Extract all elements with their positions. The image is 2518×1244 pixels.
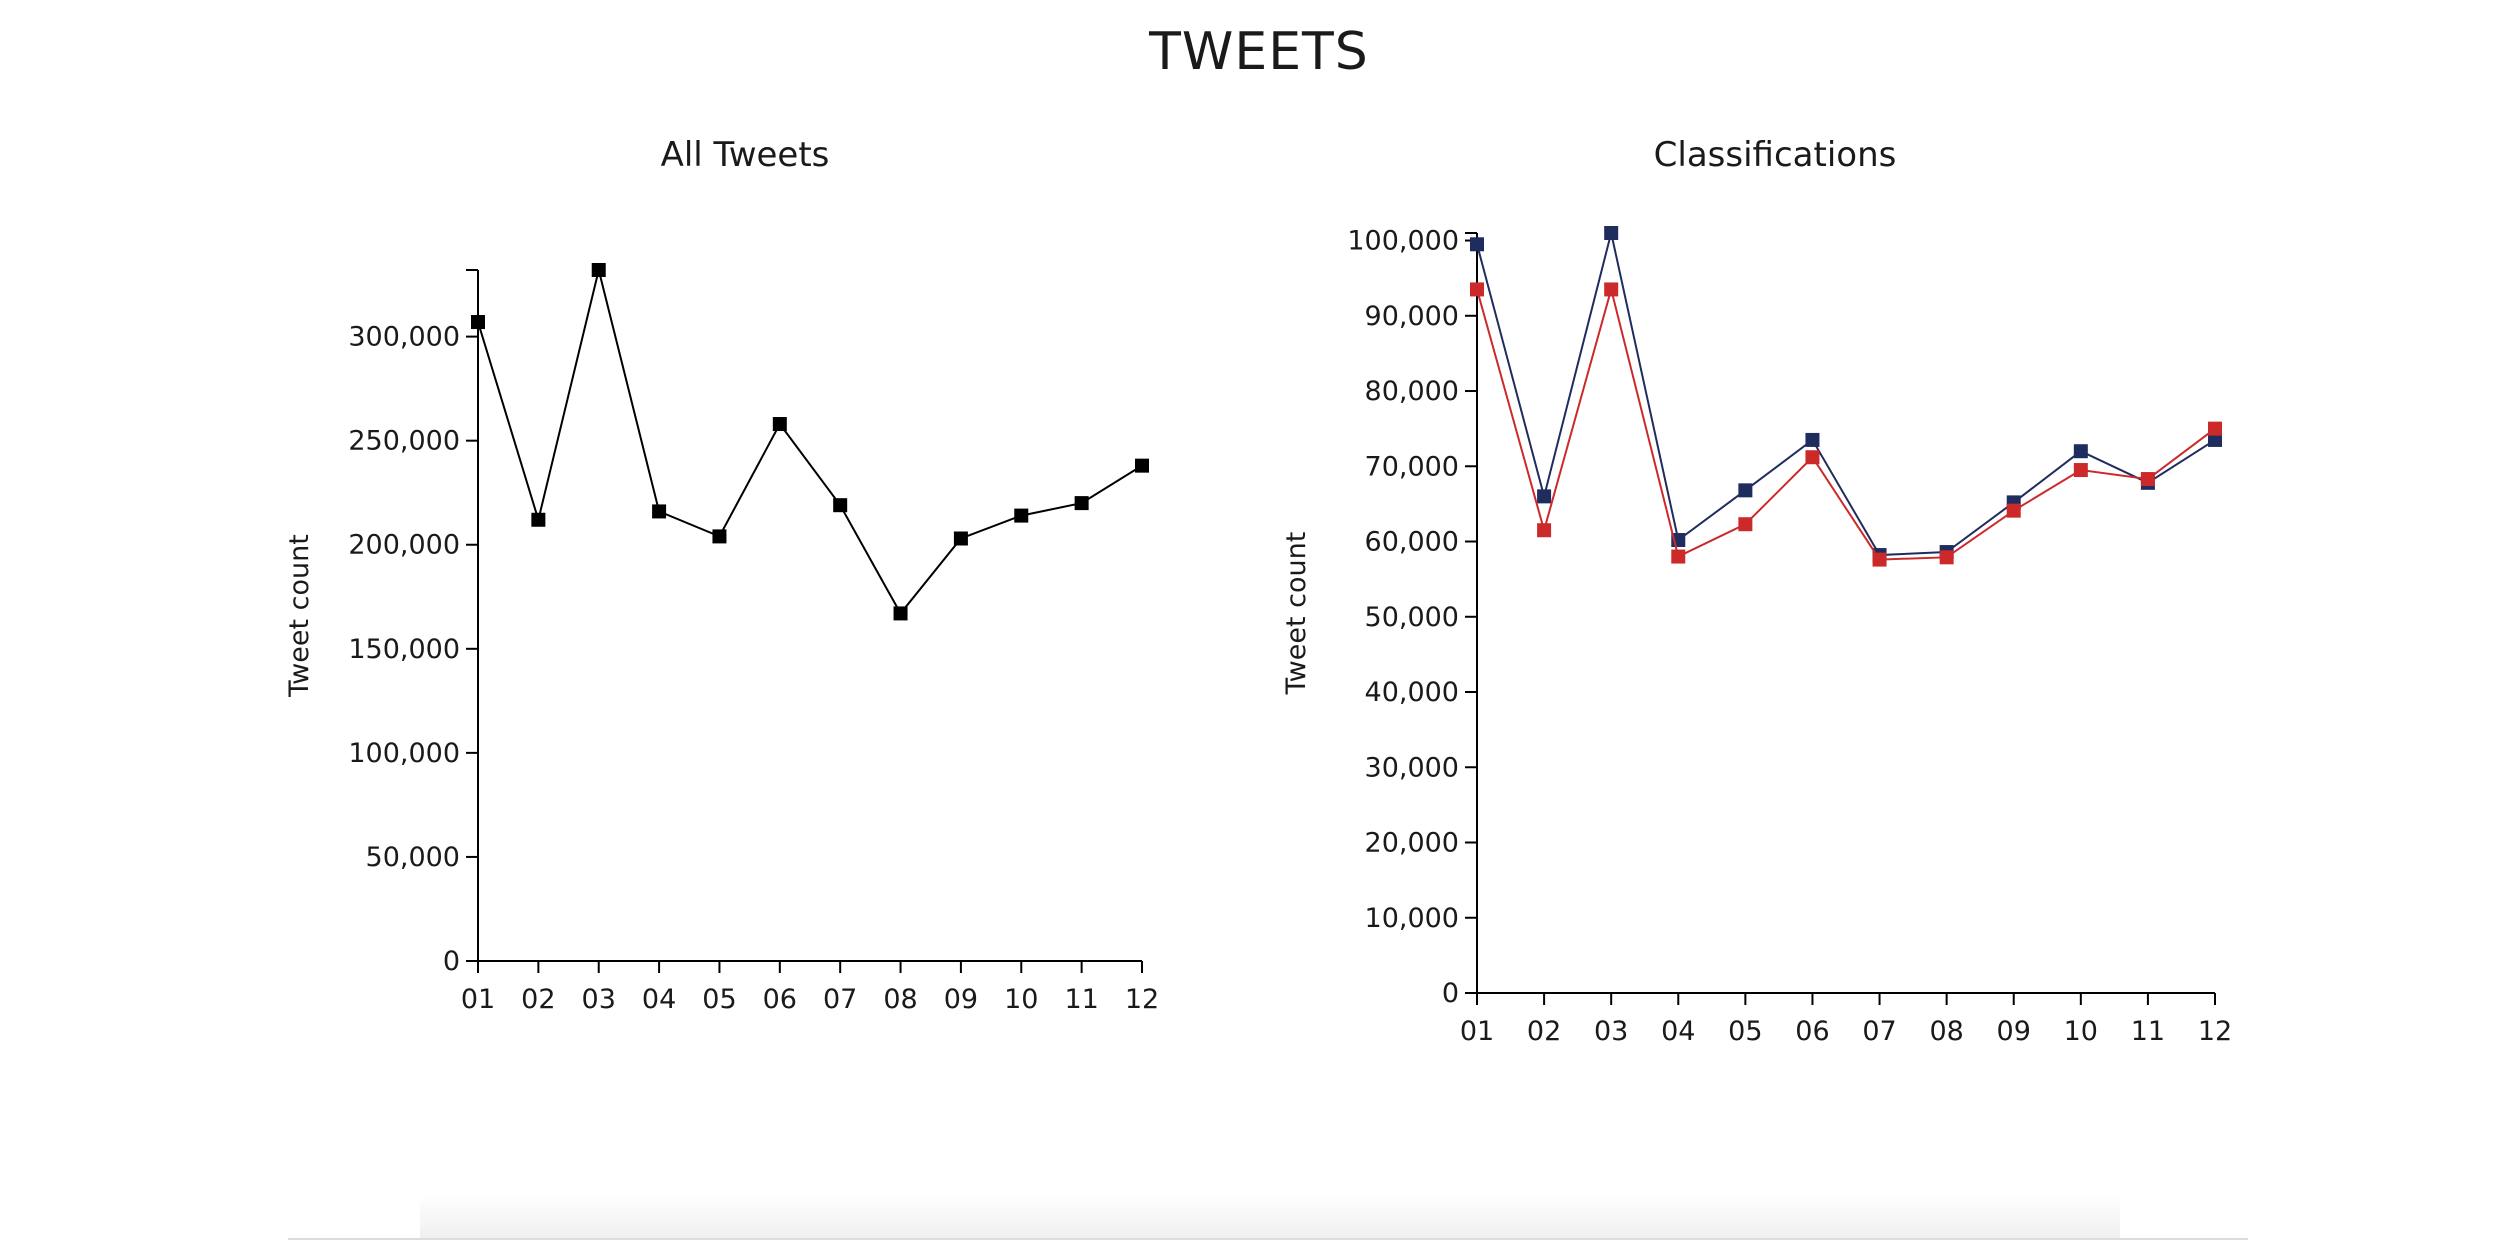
- all-tweets-series-0-point: [953, 531, 968, 546]
- classifications-series-1-point: [2006, 503, 2021, 518]
- all-tweets-x-tick-label: 01: [461, 984, 495, 1015]
- classifications-series-0-line: [1476, 232, 2216, 557]
- all-tweets-x-tick-label: 04: [642, 984, 676, 1015]
- all-tweets-x-tick-label: 11: [1064, 984, 1098, 1015]
- all-tweets-y-tick-label: 50,000: [366, 842, 460, 873]
- all-tweets-x-tick-label: 12: [1125, 984, 1159, 1015]
- classifications-series-1-point: [2208, 421, 2222, 436]
- classifications-x-tick-label: 03: [1594, 1016, 1628, 1047]
- all-tweets-series-0-point: [893, 606, 908, 621]
- classifications-y-axis-label: Tweet count: [1281, 532, 1312, 696]
- all-tweets-x-tick-label: 06: [763, 984, 797, 1015]
- classifications-y-tick-label: 70,000: [1365, 451, 1459, 482]
- classifications-series-1-point: [1470, 282, 1484, 297]
- all-tweets-series-0-line: [477, 269, 1143, 616]
- all-tweets-series-0-point: [1074, 496, 1089, 511]
- classifications-series-1-point: [1671, 549, 1686, 564]
- classifications-y-tick-label: 80,000: [1365, 376, 1459, 407]
- all-tweets-series-0-point: [531, 512, 546, 527]
- classifications-x-tick-label: 04: [1661, 1016, 1695, 1047]
- footer-divider: [288, 1238, 2248, 1240]
- all-tweets-series-0-point: [712, 529, 727, 544]
- classifications-x-tick-label: 07: [1862, 1016, 1896, 1047]
- all-tweets-y-tick-label: 0: [443, 946, 460, 977]
- classifications-series-1-point: [1872, 552, 1887, 567]
- classifications-x-tick-label: 10: [2064, 1016, 2098, 1047]
- all-tweets-x-tick-label: 05: [702, 984, 736, 1015]
- classifications-x-tick-label: 01: [1460, 1016, 1494, 1047]
- all-tweets-series-0-point: [772, 417, 787, 432]
- classifications-series-0-point: [1738, 483, 1753, 498]
- all-tweets-y-tick-label: 300,000: [348, 322, 460, 353]
- all-tweets-y-tick-label: 100,000: [348, 738, 460, 769]
- all-tweets-series-0-point: [591, 263, 606, 277]
- classifications-series-0-point: [1604, 226, 1619, 240]
- classifications-y-tick-label: 50,000: [1365, 602, 1459, 633]
- classifications-series-0-point: [2208, 432, 2222, 447]
- classifications-series-1-point: [1738, 517, 1753, 532]
- classifications-x-tick-label: 11: [2131, 1016, 2165, 1047]
- all-tweets-x-tick-label: 02: [521, 984, 555, 1015]
- classifications-x-tick-label: 12: [2198, 1016, 2232, 1047]
- classifications-series-1-point: [1805, 450, 1820, 465]
- all-tweets-series-0-point: [1135, 458, 1149, 473]
- classifications-series-0-point: [1805, 432, 1820, 447]
- classifications-series-1-point: [1604, 282, 1619, 297]
- classifications-x-tick-label: 02: [1527, 1016, 1561, 1047]
- chart-title-all-tweets: All Tweets: [660, 135, 830, 175]
- all-tweets-series-0-point: [652, 504, 667, 519]
- chart-title-classifications: Classifications: [1653, 135, 1897, 175]
- all-tweets-series-0-point: [833, 498, 848, 513]
- classifications-series-1-point: [1537, 523, 1552, 538]
- classifications-y-tick-label: 100,000: [1347, 226, 1459, 257]
- all-tweets-y-tick-label: 200,000: [348, 530, 460, 561]
- classifications-x-tick-label: 08: [1929, 1016, 1963, 1047]
- classifications-series-1-point: [2140, 472, 2155, 487]
- classifications-series-0-point: [2073, 444, 2088, 459]
- classifications-y-tick-label: 30,000: [1365, 752, 1459, 783]
- classifications-y-tick-label: 40,000: [1365, 677, 1459, 708]
- all-tweets-y-axis-label: Tweet count: [284, 534, 315, 698]
- all-tweets-x-tick-label: 07: [823, 984, 857, 1015]
- footer-shadow: [420, 1195, 2120, 1238]
- page-title: TWEETS: [1149, 22, 1369, 82]
- classifications-series-1-point: [1939, 550, 1954, 565]
- all-tweets-series-0-point: [471, 315, 485, 330]
- all-tweets-y-tick-label: 250,000: [348, 426, 460, 457]
- classifications-x-tick-label: 06: [1795, 1016, 1829, 1047]
- all-tweets-series-0-point: [1014, 508, 1029, 523]
- classifications-y-tick-label: 60,000: [1365, 527, 1459, 558]
- classifications-y-tick-label: 20,000: [1365, 828, 1459, 859]
- all-tweets-x-tick-label: 10: [1004, 984, 1038, 1015]
- classifications-y-tick-label: 0: [1442, 978, 1459, 1009]
- classifications-x-tick-label: 09: [1997, 1016, 2031, 1047]
- classifications-series-0-point: [1470, 237, 1484, 252]
- classifications-y-tick-label: 90,000: [1365, 301, 1459, 332]
- classifications-series-1-point: [2073, 463, 2088, 478]
- classifications-series-0-point: [1537, 489, 1552, 504]
- all-tweets-x-tick-label: 03: [582, 984, 616, 1015]
- all-tweets-x-tick-label: 09: [944, 984, 978, 1015]
- all-tweets-x-tick-label: 08: [883, 984, 917, 1015]
- classifications-x-tick-label: 05: [1728, 1016, 1762, 1047]
- all-tweets-y-tick-label: 150,000: [348, 634, 460, 665]
- classifications-y-tick-label: 10,000: [1365, 903, 1459, 934]
- classifications-series-1-line: [1476, 285, 2216, 561]
